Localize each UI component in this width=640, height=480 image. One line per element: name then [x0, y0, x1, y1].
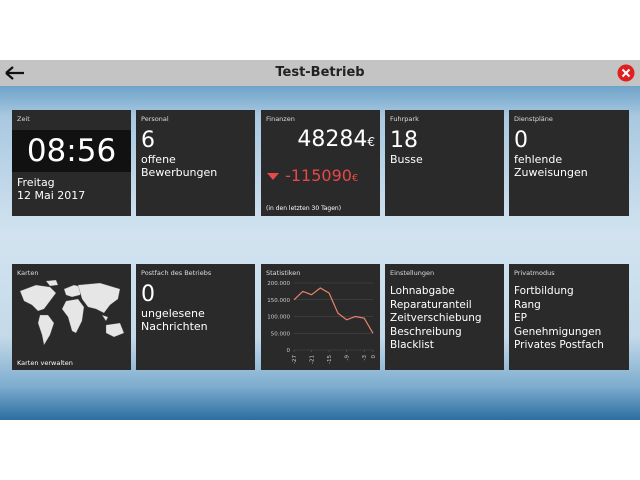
menu-item[interactable]: Blacklist	[390, 339, 434, 351]
private-tile[interactable]: Privatmodus Fortbildung Rang EP Genehmigung…	[509, 264, 629, 370]
schedules-tile[interactable]: Dienstpläne 0 fehlende Zuweisungen	[509, 110, 629, 216]
tile-label: Fuhrpark	[390, 115, 419, 123]
balance-value: 48284	[297, 127, 368, 152]
tile-label: Dienstpläne	[514, 115, 553, 123]
count: 6	[141, 128, 155, 153]
back-button[interactable]	[4, 64, 26, 82]
tile-label: Einstellungen	[390, 269, 435, 277]
line-series	[293, 287, 374, 334]
private-list: Fortbildung Rang EP Genehmigungen Privates P…	[514, 285, 624, 353]
menu-item[interactable]: EP	[514, 312, 527, 324]
menu-item[interactable]: Lohnabgabe	[390, 285, 455, 297]
y-tick-label: 0	[287, 348, 291, 354]
description: offene Bewerbungen	[141, 153, 218, 179]
menu-item[interactable]: Fortbildung	[514, 285, 574, 297]
tile-label: Finanzen	[266, 115, 295, 123]
maps-tile[interactable]: Karten Karten verwalten	[12, 264, 131, 370]
y-tick-label: 200.000	[267, 281, 290, 287]
close-button[interactable]	[617, 64, 635, 82]
statistics-tile[interactable]: Statistiken 200.000 150.000 100.000 50.000 0…	[261, 264, 380, 370]
tile-label: Zeit	[17, 115, 30, 123]
description: fehlende Zuweisungen	[514, 153, 588, 179]
menu-item[interactable]: Beschreibung	[390, 325, 462, 338]
change: -115090€	[266, 166, 375, 185]
personal-tile[interactable]: Personal 6 offene Bewerbungen	[136, 110, 255, 216]
change-value: -115090	[285, 166, 352, 185]
x-tick-label: -21	[310, 355, 316, 364]
x-tick-label: -3	[362, 354, 368, 360]
currency: €	[367, 135, 375, 149]
settings-tile[interactable]: Einstellungen Lohnabgabe Reparaturanteil Z…	[385, 264, 504, 370]
y-tick-label: 50.000	[271, 331, 291, 337]
down-arrow	[267, 173, 279, 180]
title-bar: Test-Betrieb	[0, 60, 640, 86]
tile-label: Postfach des Betriebs	[141, 269, 212, 277]
settings-list: Lohnabgabe Reparaturanteil Zeitverschiebun…	[390, 285, 499, 353]
tile-label: Privatmodus	[514, 269, 555, 277]
menu-item[interactable]: Privates Postfach	[514, 339, 604, 351]
x-tick-label: -27	[292, 355, 298, 364]
menu-item[interactable]: Reparaturanteil	[390, 298, 472, 311]
description: Busse	[390, 153, 423, 166]
tile-label: Statistiken	[266, 269, 301, 277]
date: 12 Mai 2017	[17, 189, 86, 202]
fleet-tile[interactable]: Fuhrpark 18 Busse	[385, 110, 504, 216]
count: 0	[514, 128, 528, 153]
page-title: Test-Betrieb	[275, 65, 365, 80]
y-tick-label: 150.000	[267, 298, 290, 304]
y-tick-label: 100.000	[267, 315, 290, 321]
count: 18	[390, 128, 418, 153]
time-tile[interactable]: Zeit 08:56 Freitag 12 Mai 2017	[12, 110, 131, 216]
menu-item[interactable]: Zeitverschiebung	[390, 312, 482, 324]
tile-label: Karten	[17, 269, 39, 277]
weekday: Freitag	[17, 176, 55, 189]
balance: 48284€	[266, 128, 375, 154]
menu-item[interactable]: Genehmigungen	[514, 325, 602, 338]
note: (in den letzten 30 Tagen)	[266, 205, 342, 212]
x-tick-label: -9	[345, 354, 351, 360]
x-tick-label: 0	[371, 355, 377, 359]
description: ungelesene Nachrichten	[141, 307, 208, 333]
world-map	[19, 279, 125, 346]
menu-item[interactable]: Rang	[514, 298, 541, 311]
x-tick-label: -15	[327, 355, 333, 364]
finance-tile[interactable]: Finanzen 48284€ -115090€ (in den letzten…	[261, 110, 380, 216]
currency: €	[351, 173, 359, 184]
manage-maps-link[interactable]: Karten verwalten	[17, 359, 73, 367]
tile-label: Personal	[141, 115, 169, 123]
count: 0	[141, 282, 155, 307]
clock: 08:56	[12, 130, 131, 172]
mailbox-tile[interactable]: Postfach des Betriebs 0 ungelesene Nachr…	[136, 264, 255, 370]
